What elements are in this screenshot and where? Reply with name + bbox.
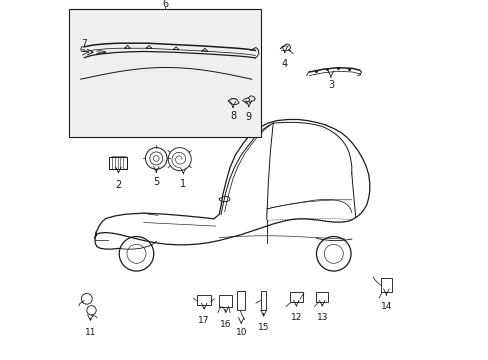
- Text: 16: 16: [220, 320, 231, 329]
- Text: 7: 7: [81, 39, 87, 48]
- Bar: [219, 295, 231, 307]
- Bar: [197, 295, 210, 305]
- Text: 9: 9: [245, 112, 251, 122]
- Text: 5: 5: [153, 177, 159, 187]
- Text: 3: 3: [327, 80, 333, 90]
- Bar: [69, 9, 261, 137]
- Bar: [237, 291, 244, 310]
- Bar: [260, 291, 266, 310]
- Bar: [380, 278, 391, 292]
- Text: 17: 17: [198, 316, 209, 325]
- Text: 6: 6: [162, 0, 168, 9]
- Text: 8: 8: [229, 111, 236, 121]
- Bar: [109, 157, 127, 169]
- Text: 2: 2: [115, 180, 122, 190]
- Text: 14: 14: [380, 302, 391, 311]
- Text: 11: 11: [84, 328, 96, 337]
- Text: 13: 13: [316, 313, 327, 322]
- Text: 10: 10: [235, 328, 246, 337]
- Text: 1: 1: [180, 179, 186, 189]
- Text: 4: 4: [281, 59, 287, 69]
- Bar: [316, 292, 327, 302]
- Bar: [289, 292, 303, 302]
- Text: 15: 15: [257, 323, 269, 332]
- Text: 12: 12: [290, 313, 302, 322]
